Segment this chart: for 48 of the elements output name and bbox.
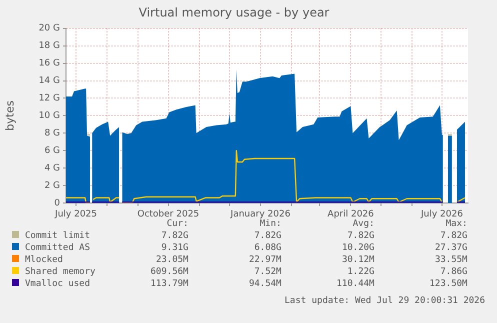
text: 7.52M: [253, 266, 282, 278]
text: 33.55M: [434, 254, 468, 266]
y-tick-label: 6 G: [44, 146, 60, 156]
y-tick-label: 2 G: [44, 180, 60, 191]
x-tick-label: October 2025: [137, 210, 200, 220]
text: 1.22G: [346, 266, 374, 278]
text: 6.08G: [253, 242, 282, 254]
text: 10.20G: [340, 242, 374, 254]
text: 609.56M: [150, 266, 188, 278]
legend-label: Committed AS: [24, 242, 92, 254]
text: 7.82G: [253, 230, 282, 242]
x-tick-label: January 2026: [230, 210, 291, 220]
text: Cur:: [166, 218, 188, 230]
text: 27.37G: [434, 242, 468, 254]
text: Last update: Wed Jul 29 20:00:31 2026: [284, 296, 485, 306]
text: Min:: [258, 218, 282, 230]
y-tick-label: 14 G: [38, 76, 60, 86]
text: 7.82G: [346, 230, 374, 242]
y-tick-label: 12 G: [38, 94, 60, 104]
y-tick-label: 0: [54, 198, 60, 208]
text: Max:: [444, 218, 468, 230]
legend-label: Shared memory: [24, 266, 96, 278]
x-tick-label: July 2026: [420, 210, 464, 220]
y-tick-label: 16 G: [38, 58, 60, 69]
text: Avg:: [352, 218, 374, 230]
chart-title: Virtual memory usage - by year: [138, 5, 330, 20]
y-tick-label: 8 G: [44, 128, 60, 139]
text: 7.82G: [439, 230, 468, 242]
text: 110.44M: [336, 278, 374, 290]
legend-label: Commit limit: [24, 230, 92, 242]
y-tick-label: 10 G: [38, 111, 60, 122]
text: 9.31G: [160, 242, 188, 254]
text: 113.79M: [150, 278, 188, 290]
x-tick-label: July 2025: [54, 210, 97, 220]
text: 7.86G: [439, 266, 468, 278]
text: 7.82G: [160, 230, 188, 242]
text: 22.97M: [248, 254, 282, 266]
legend-label: Mlocked: [24, 254, 64, 266]
text: 94.54M: [248, 278, 282, 290]
y-axis-title: bytes: [3, 100, 16, 131]
text: 30.12M: [340, 254, 374, 266]
y-tick-label: 20 G: [38, 24, 60, 34]
text: 23.05M: [154, 254, 188, 266]
legend-label: Vmalloc used: [24, 278, 92, 290]
y-tick-label: 18 G: [38, 41, 60, 52]
y-tick-label: 4 G: [44, 163, 60, 174]
text: 123.50M: [428, 278, 468, 290]
x-tick-label: April 2026: [328, 210, 374, 220]
